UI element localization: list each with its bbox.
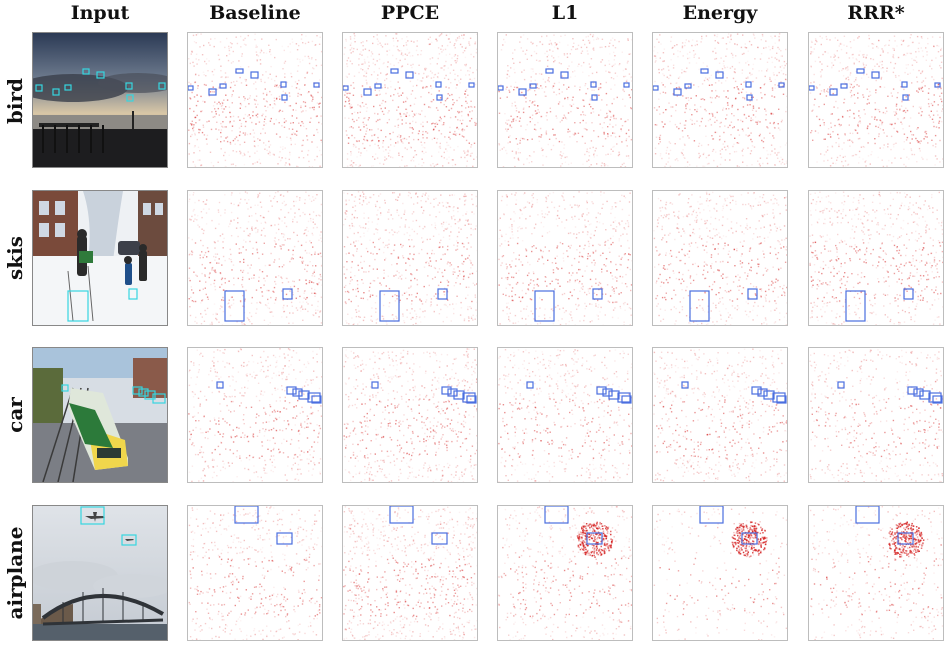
row-label-skis: skis [3,236,27,280]
column-header-input: Input [70,2,130,24]
heatmap-car-ppce [342,347,478,483]
column-header-l1: L1 [551,2,579,24]
heatmap-skis-rrr [808,190,944,326]
heatmap-airplane-ppce [342,505,478,641]
heatmap-skis-baseline [187,190,323,326]
column-header-baseline: Baseline [209,2,301,24]
heatmap-airplane-rrr [808,505,944,641]
heatmap-bird-l1 [497,32,633,168]
heatmap-car-rrr [808,347,944,483]
input-image-bird [32,32,168,168]
heatmap-skis-energy [652,190,788,326]
heatmap-airplane-l1 [497,505,633,641]
heatmap-car-l1 [497,347,633,483]
heatmap-airplane-baseline [187,505,323,641]
heatmap-bird-baseline [187,32,323,168]
heatmap-car-energy [652,347,788,483]
column-header-ppce: PPCE [380,2,440,24]
column-header-rrr: RRR* [847,2,905,24]
input-image-car [32,347,168,483]
row-label-car: car [3,397,27,433]
heatmap-car-baseline [187,347,323,483]
input-image-skis [32,190,168,326]
heatmap-bird-ppce [342,32,478,168]
heatmap-bird-energy [652,32,788,168]
heatmap-bird-rrr [808,32,944,168]
row-label-bird: bird [3,77,27,125]
input-image-airplane [32,505,168,641]
heatmap-airplane-energy [652,505,788,641]
heatmap-skis-l1 [497,190,633,326]
row-label-airplane: airplane [3,526,27,620]
column-header-energy: Energy [682,2,758,24]
heatmap-skis-ppce [342,190,478,326]
